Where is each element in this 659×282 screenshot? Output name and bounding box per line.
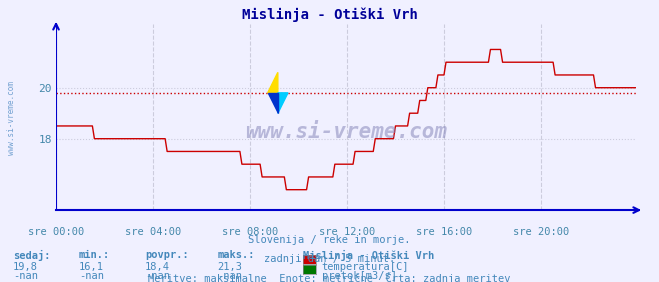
Text: zadnji dan / 5 minut.: zadnji dan / 5 minut.	[264, 254, 395, 264]
Text: temperatura[C]: temperatura[C]	[322, 262, 409, 272]
Text: 18,4: 18,4	[145, 262, 170, 272]
Text: Mislinja - Otiški Vrh: Mislinja - Otiški Vrh	[303, 250, 434, 261]
Text: sre 12:00: sre 12:00	[319, 227, 375, 237]
Text: povpr.:: povpr.:	[145, 250, 188, 259]
Text: sre 00:00: sre 00:00	[28, 227, 84, 237]
Text: pretok[m3/s]: pretok[m3/s]	[322, 271, 397, 281]
Text: -nan: -nan	[13, 271, 38, 281]
Text: sre 08:00: sre 08:00	[222, 227, 278, 237]
Polygon shape	[268, 93, 278, 113]
Text: sre 04:00: sre 04:00	[125, 227, 181, 237]
Text: min.:: min.:	[79, 250, 110, 259]
Text: www.si-vreme.com: www.si-vreme.com	[7, 81, 16, 155]
Text: -nan: -nan	[145, 271, 170, 281]
Text: 21,3: 21,3	[217, 262, 243, 272]
Text: maks.:: maks.:	[217, 250, 255, 259]
Text: sre 20:00: sre 20:00	[513, 227, 569, 237]
Text: sedaj:: sedaj:	[13, 250, 51, 261]
Text: Slovenija / reke in morje.: Slovenija / reke in morje.	[248, 235, 411, 245]
Text: -nan: -nan	[79, 271, 104, 281]
Text: -nan: -nan	[217, 271, 243, 281]
Polygon shape	[278, 93, 288, 113]
Polygon shape	[268, 72, 278, 93]
Text: sre 16:00: sre 16:00	[416, 227, 472, 237]
Text: 19,8: 19,8	[13, 262, 38, 272]
Text: Meritve: maksimalne  Enote: metrične  Črta: zadnja meritev: Meritve: maksimalne Enote: metrične Črta…	[148, 272, 511, 282]
Text: www.si-vreme.com: www.si-vreme.com	[245, 122, 447, 142]
Text: Mislinja - Otiški Vrh: Mislinja - Otiški Vrh	[242, 7, 417, 21]
Text: 16,1: 16,1	[79, 262, 104, 272]
